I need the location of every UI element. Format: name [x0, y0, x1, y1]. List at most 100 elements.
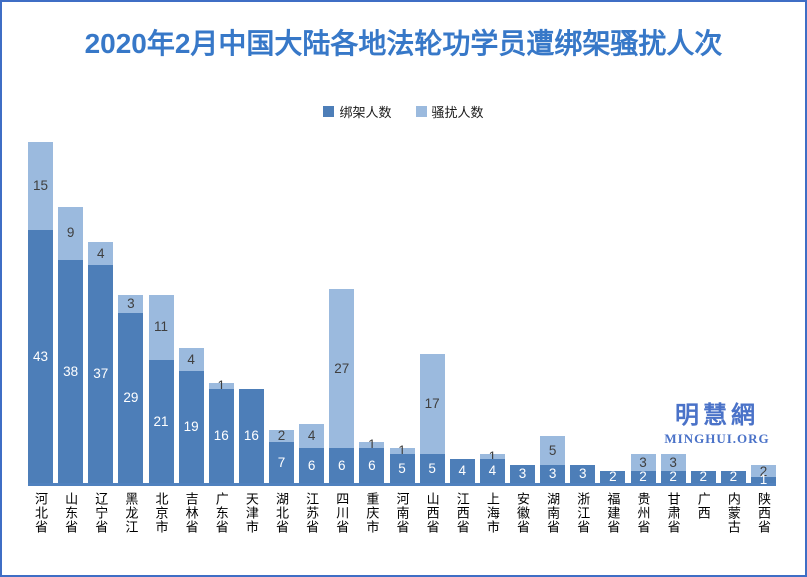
harass-segment: 3: [118, 294, 144, 313]
bar-天津市: 16: [238, 388, 264, 483]
harass-segment: 3: [630, 453, 656, 472]
x-label-浙江省: 浙江省: [575, 492, 591, 534]
x-label-天津市: 天津市: [243, 492, 259, 534]
value-label: 16: [243, 428, 259, 444]
bar-河北省: 15 43: [28, 142, 53, 483]
kidnap-series-swatch: [323, 106, 335, 117]
x-axis-labels: 河北省 山东省 辽宁省 黑龙江 北京市 吉林省 广东省 天津市 湖北省 江苏省 四川省 重庆市 河南省山…: [28, 492, 776, 574]
x-label-贵州省: 贵州省: [635, 492, 651, 534]
harass-segment: 1: [389, 444, 415, 457]
value-label: 4: [187, 351, 195, 367]
value-label: 5: [398, 460, 406, 476]
bar-浙江省: 3: [570, 465, 596, 483]
value-label: 2: [669, 469, 677, 485]
x-label-重庆市: 重庆市: [364, 492, 380, 534]
bar-四川省: 27 6: [329, 289, 355, 483]
kidnap-segment: 19: [178, 371, 204, 483]
harass-segment: 4: [299, 424, 325, 448]
x-label-河北省: 河北省: [33, 492, 48, 534]
x-label-河南省: 河南省: [394, 492, 410, 534]
value-label: 6: [307, 457, 316, 473]
kidnap-segment: 2: [690, 470, 716, 483]
x-label-辽宁省: 辽宁省: [93, 492, 109, 534]
kidnap-segment: 6: [359, 447, 385, 483]
harass-segment: 27: [329, 289, 355, 448]
value-label: 43: [32, 348, 49, 364]
value-label: 6: [337, 457, 346, 473]
x-label-湖南省: 湖南省: [545, 492, 561, 534]
x-label-内蒙古: 内蒙古: [725, 492, 741, 534]
value-label: 2: [277, 428, 286, 444]
chart-area: 15 43 9 38 4 37 3 29 11 21 4 19 1 16 16 2 7 4 6 27 6 1 6 1 5 17 5 4…: [28, 142, 776, 574]
x-label-北京市: 北京市: [153, 492, 169, 534]
x-label-江苏省: 江苏省: [304, 492, 320, 534]
kidnap-segment: 16: [208, 388, 234, 483]
kidnap-segment: 38: [58, 259, 84, 483]
value-label: 3: [669, 454, 677, 470]
x-label-黑龙江: 黑龙江: [123, 492, 139, 534]
value-label: 37: [93, 366, 109, 382]
legend-label-harassed: 骚扰人数: [431, 105, 484, 120]
x-label-安徽省: 安徽省: [515, 492, 530, 534]
value-label: 1: [368, 437, 376, 453]
harass-segment: 15: [28, 142, 53, 231]
bar-山西省: 17 5: [419, 353, 445, 483]
kidnap-segment: 2: [720, 470, 746, 483]
kidnap-segment: 29: [118, 312, 144, 483]
minghui-logo-en: MINGHUI.ORG: [664, 431, 770, 446]
value-label: 4: [96, 245, 105, 261]
value-label: 3: [518, 466, 527, 482]
value-label: 4: [307, 428, 316, 444]
x-label-山东省: 山东省: [63, 492, 79, 534]
bar-辽宁省: 4 37: [88, 241, 114, 483]
kidnap-segment: 1: [751, 473, 776, 486]
bars-row: 15 43 9 38 4 37 3 29 11 21 4 19 1 16 16 2 7 4 6 27 6 1 6 1 5 17 5 4…: [28, 142, 776, 486]
value-label: 7: [277, 454, 286, 470]
value-label: 4: [488, 463, 497, 479]
x-label-广东省: 广东省: [213, 492, 229, 534]
kidnap-segment: 2: [660, 469, 686, 485]
value-label: 1: [217, 378, 225, 394]
value-label: 3: [548, 466, 557, 482]
harass-segment: 17: [419, 353, 445, 454]
x-label-广西: 广西: [695, 492, 711, 520]
kidnap-segment: 3: [570, 465, 596, 483]
value-label: 3: [578, 466, 587, 482]
value-label: 29: [123, 390, 139, 405]
harass-segment: 4: [88, 241, 114, 266]
chart-title: 2020年2月中国大陆各地法轮功学员遭绑架骚扰人次: [84, 28, 723, 59]
bar-广东省: 1 16: [208, 379, 234, 483]
harass-segment: 5: [540, 435, 566, 466]
value-label: 9: [66, 225, 75, 241]
value-label: 16: [213, 428, 229, 444]
harass-segment: 1: [208, 379, 234, 392]
value-label: 5: [428, 460, 436, 476]
bar-黑龙江: 3 29: [118, 294, 144, 483]
value-label: 1: [398, 442, 406, 458]
bar-安徽省: 3: [510, 465, 535, 483]
x-label-山西省: 山西省: [424, 492, 440, 534]
watermark: 明慧網 MINGHUI.ORG: [642, 395, 792, 447]
x-label-陕西省: 陕西省: [756, 492, 771, 534]
kidnap-segment: 6: [329, 447, 355, 483]
x-label-福建省: 福建省: [605, 492, 621, 534]
kidnap-segment: 2: [600, 470, 626, 483]
bar-吉林省: 4 19: [178, 347, 204, 483]
value-label: 21: [153, 413, 169, 429]
kidnap-segment: 16: [238, 388, 264, 483]
value-label: 4: [458, 463, 466, 479]
value-label: 5: [548, 442, 557, 458]
kidnap-segment: 5: [389, 453, 415, 483]
harass-series-swatch: [415, 106, 427, 117]
bar-山东省: 9 38: [58, 206, 84, 483]
kidnap-segment: 7: [269, 441, 294, 483]
x-label-甘肃省: 甘肃省: [665, 492, 681, 534]
